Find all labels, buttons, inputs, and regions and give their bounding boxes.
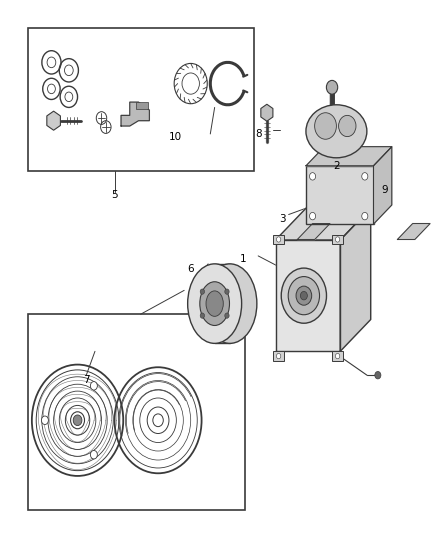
Circle shape bbox=[200, 289, 205, 294]
Circle shape bbox=[90, 382, 97, 390]
Polygon shape bbox=[397, 223, 430, 239]
Ellipse shape bbox=[206, 291, 223, 317]
Circle shape bbox=[326, 80, 338, 94]
Circle shape bbox=[276, 353, 281, 359]
Ellipse shape bbox=[306, 105, 367, 158]
Circle shape bbox=[281, 268, 326, 323]
Polygon shape bbox=[297, 223, 330, 239]
Polygon shape bbox=[374, 147, 392, 224]
Circle shape bbox=[336, 353, 340, 359]
Text: 10: 10 bbox=[169, 132, 182, 142]
Ellipse shape bbox=[187, 264, 242, 343]
Bar bbox=[332, 351, 343, 361]
Text: 9: 9 bbox=[381, 184, 388, 195]
Text: 2: 2 bbox=[333, 161, 340, 171]
Polygon shape bbox=[121, 102, 149, 126]
Circle shape bbox=[339, 115, 356, 136]
Bar bbox=[332, 235, 343, 244]
Circle shape bbox=[336, 237, 340, 242]
Polygon shape bbox=[276, 240, 340, 351]
Circle shape bbox=[153, 414, 163, 426]
Bar bbox=[306, 166, 374, 224]
Bar bbox=[28, 28, 254, 171]
Polygon shape bbox=[306, 147, 392, 166]
Circle shape bbox=[225, 289, 229, 294]
Polygon shape bbox=[340, 208, 371, 351]
Circle shape bbox=[362, 213, 368, 220]
Text: 5: 5 bbox=[111, 190, 118, 200]
Text: 7: 7 bbox=[83, 375, 89, 385]
Circle shape bbox=[288, 277, 320, 315]
Circle shape bbox=[42, 416, 48, 424]
Circle shape bbox=[310, 213, 316, 220]
Bar bbox=[136, 102, 148, 109]
Circle shape bbox=[362, 173, 368, 180]
Circle shape bbox=[225, 313, 229, 318]
Circle shape bbox=[300, 292, 307, 300]
Circle shape bbox=[90, 450, 97, 459]
Text: 6: 6 bbox=[187, 264, 194, 274]
Text: 3: 3 bbox=[279, 214, 286, 224]
Circle shape bbox=[314, 113, 336, 139]
Text: 1: 1 bbox=[240, 254, 246, 263]
Circle shape bbox=[73, 415, 82, 425]
Text: 8: 8 bbox=[255, 129, 261, 139]
Polygon shape bbox=[276, 208, 371, 240]
Circle shape bbox=[375, 372, 381, 379]
Bar bbox=[273, 351, 284, 361]
Ellipse shape bbox=[200, 282, 230, 326]
Circle shape bbox=[200, 313, 205, 318]
Bar bbox=[273, 235, 284, 244]
Circle shape bbox=[276, 237, 281, 242]
Circle shape bbox=[296, 286, 312, 305]
Circle shape bbox=[310, 173, 316, 180]
Ellipse shape bbox=[203, 264, 257, 343]
Bar bbox=[28, 314, 245, 511]
